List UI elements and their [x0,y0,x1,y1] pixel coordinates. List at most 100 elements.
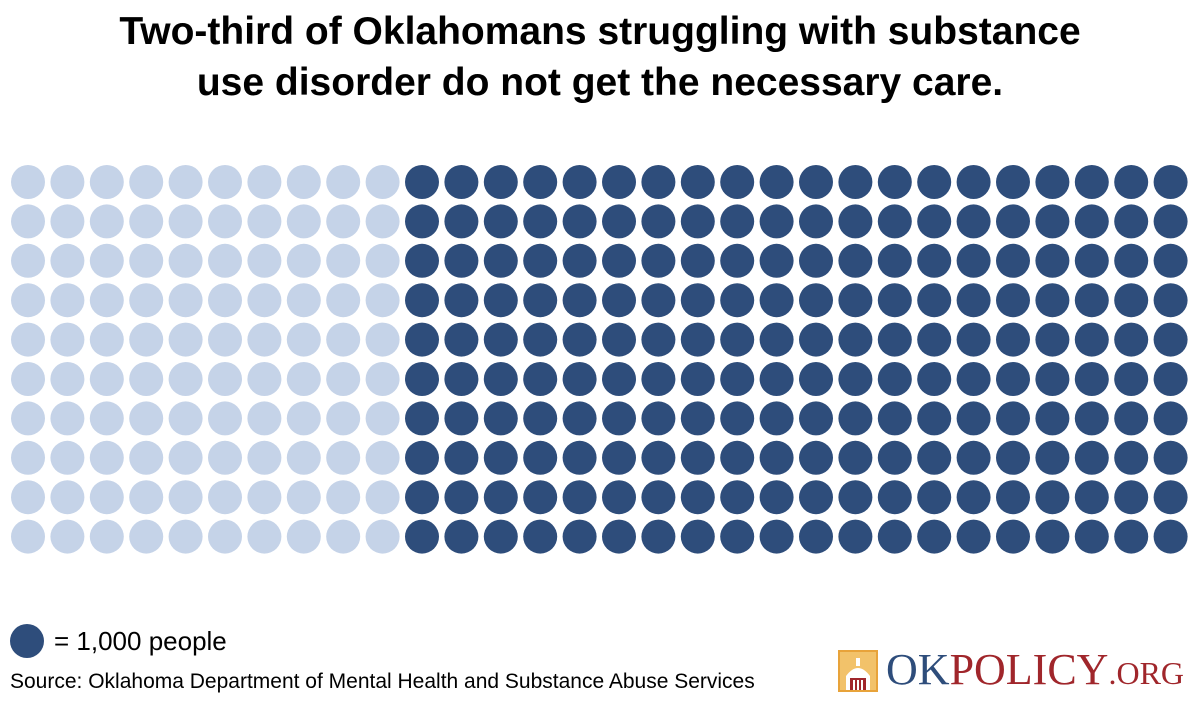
waffle-dot-not-receiving-care [602,519,636,554]
waffle-dot-not-receiving-care [1114,362,1149,396]
waffle-dot-not-receiving-care [523,204,558,239]
waffle-dot-receiving-care [326,519,361,554]
waffle-dot-receiving-care [50,519,85,554]
waffle-dot-not-receiving-care [641,243,676,278]
waffle-dot-not-receiving-care [523,440,558,475]
waffle-dot-not-receiving-care [956,283,991,318]
waffle-dot-receiving-care [247,243,282,278]
waffle-dot-not-receiving-care [405,519,439,554]
waffle-dot-not-receiving-care [483,440,518,475]
waffle-dot-receiving-care [326,322,361,357]
waffle-dot-receiving-care [50,440,85,475]
waffle-dot-receiving-care [208,204,242,239]
waffle-dot-receiving-care [326,165,361,199]
waffle-dot-not-receiving-care [877,480,912,515]
waffle-dot-not-receiving-care [720,480,755,515]
waffle-dot-not-receiving-care [956,362,991,396]
waffle-dot-not-receiving-care [759,283,794,318]
waffle-dot-receiving-care [247,480,282,515]
waffle-dot-not-receiving-care [680,440,715,475]
waffle-dot-not-receiving-care [523,401,558,436]
waffle-dot-receiving-care [365,440,400,475]
waffle-dot-receiving-care [129,243,164,278]
waffle-dot-receiving-care [11,165,45,199]
waffle-dot-not-receiving-care [1153,519,1188,554]
waffle-dot-not-receiving-care [1114,440,1149,475]
waffle-dot-not-receiving-care [996,165,1030,199]
waffle-dot-not-receiving-care [838,243,873,278]
waffle-dot-not-receiving-care [799,322,833,357]
waffle-dot-not-receiving-care [1074,440,1109,475]
waffle-dot-not-receiving-care [641,401,676,436]
logo-policy-text: POLICY [949,644,1109,694]
waffle-dot-receiving-care [50,204,85,239]
waffle-dot-not-receiving-care [1114,480,1149,515]
waffle-dot-not-receiving-care [720,204,755,239]
waffle-dot-receiving-care [50,480,85,515]
waffle-dot-not-receiving-care [483,204,518,239]
waffle-dot-not-receiving-care [562,401,597,436]
waffle-dot-not-receiving-care [602,440,636,475]
waffle-dot-not-receiving-care [759,362,794,396]
waffle-dot-not-receiving-care [799,440,833,475]
waffle-dot-not-receiving-care [956,243,991,278]
waffle-dot-not-receiving-care [759,322,794,357]
waffle-dot-not-receiving-care [483,165,518,199]
waffle-dot-not-receiving-care [444,204,479,239]
waffle-dot-receiving-care [208,519,242,554]
waffle-dot-not-receiving-care [680,283,715,318]
waffle-dot-receiving-care [89,243,124,278]
waffle-dot-not-receiving-care [641,440,676,475]
waffle-dot-not-receiving-care [838,322,873,357]
waffle-dot-not-receiving-care [720,401,755,436]
waffle-dot-receiving-care [89,283,124,318]
waffle-dot-receiving-care [247,519,282,554]
waffle-dot-not-receiving-care [799,243,833,278]
waffle-dot-not-receiving-care [523,519,558,554]
waffle-dot-receiving-care [168,362,203,396]
waffle-dot-not-receiving-care [759,165,794,199]
waffle-dot-not-receiving-care [917,204,952,239]
waffle-dot-receiving-care [89,322,124,357]
waffle-dot-not-receiving-care [1074,480,1109,515]
waffle-dot-not-receiving-care [1153,243,1188,278]
waffle-dot-not-receiving-care [641,165,676,199]
waffle-dot-not-receiving-care [523,243,558,278]
waffle-dot-receiving-care [365,519,400,554]
waffle-chart [11,165,1188,554]
waffle-dot-not-receiving-care [720,440,755,475]
waffle-dot-receiving-care [326,440,361,475]
waffle-dot-not-receiving-care [523,362,558,396]
waffle-dot-not-receiving-care [996,401,1030,436]
waffle-dot-receiving-care [168,519,203,554]
waffle-dot-receiving-care [129,401,164,436]
waffle-dot-not-receiving-care [1114,322,1149,357]
waffle-dot-receiving-care [326,243,361,278]
waffle-dot-receiving-care [11,283,45,318]
waffle-dot-not-receiving-care [720,362,755,396]
waffle-dot-not-receiving-care [641,283,676,318]
waffle-dot-receiving-care [168,322,203,357]
waffle-dot-not-receiving-care [838,480,873,515]
waffle-dot-receiving-care [50,165,85,199]
waffle-dot-not-receiving-care [1114,401,1149,436]
logo-wordmark: OKPOLICY.ORG [886,644,1184,696]
waffle-dot-receiving-care [365,362,400,396]
waffle-dot-not-receiving-care [562,440,597,475]
waffle-dot-not-receiving-care [917,401,952,436]
waffle-dot-not-receiving-care [483,283,518,318]
waffle-dot-not-receiving-care [562,243,597,278]
waffle-dot-receiving-care [326,362,361,396]
waffle-dot-receiving-care [168,401,203,436]
waffle-dot-not-receiving-care [838,401,873,436]
waffle-dot-not-receiving-care [759,440,794,475]
waffle-dot-not-receiving-care [996,440,1030,475]
waffle-dot-not-receiving-care [917,362,952,396]
waffle-dot-receiving-care [286,401,321,436]
waffle-dot-not-receiving-care [799,362,833,396]
waffle-dot-not-receiving-care [996,283,1030,318]
waffle-dot-receiving-care [89,440,124,475]
waffle-dot-not-receiving-care [1114,165,1149,199]
waffle-dot-not-receiving-care [405,440,439,475]
waffle-dot-not-receiving-care [1035,283,1070,318]
